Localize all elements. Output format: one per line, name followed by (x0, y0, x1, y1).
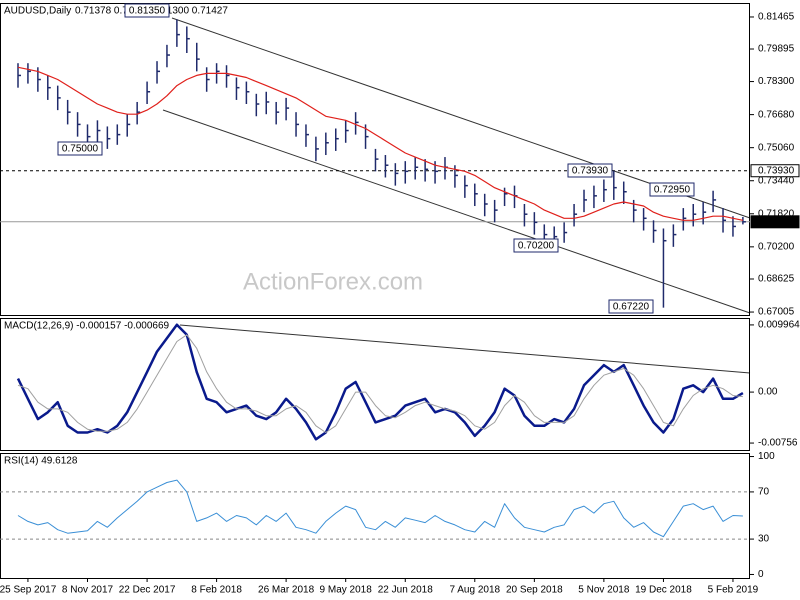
x-tick-label: 7 Aug 2018 (449, 585, 500, 596)
annotation-box (513, 238, 559, 253)
x-tick-label: 5 Feb 2019 (708, 585, 759, 596)
annotation-box (567, 163, 613, 178)
x-tick-label: 5 Nov 2018 (578, 585, 630, 596)
annotation: 0.73930 (572, 166, 609, 177)
y-tick-label: 0.71820 (758, 208, 795, 219)
y-tick-label: 30 (758, 534, 770, 545)
x-tick-label: 8 Feb 2018 (191, 585, 242, 596)
y-tick-label: 0.78300 (758, 76, 795, 87)
y-tick-label: 0.75060 (758, 142, 795, 153)
y-tick-label: 100 (758, 451, 775, 462)
macd-trendline (179, 324, 751, 374)
price-level-box (750, 164, 800, 178)
annotation: 0.70200 (518, 241, 555, 252)
annotation-box (57, 141, 103, 156)
annotation-box (124, 3, 170, 18)
x-tick-label: 9 May 2018 (320, 585, 373, 596)
price-level-box (750, 215, 800, 229)
y-tick-label: 0.009964 (758, 320, 800, 331)
watermark: ActionForex.com (243, 268, 423, 295)
x-tick-label: 22 Jun 2018 (378, 585, 433, 596)
y-tick-label: 0.70200 (758, 241, 795, 252)
panel-title: MACD(12,26,9) -0.000157 -0.000669 (4, 321, 170, 332)
y-tick-label: 0.67005 (758, 307, 795, 318)
x-tick-label: 19 Dec 2018 (635, 585, 692, 596)
series-line (17, 334, 743, 433)
annotation-box (608, 299, 654, 314)
panel-frame (0, 3, 750, 316)
annotation: 0.81350 (129, 6, 166, 17)
series-line (16, 323, 744, 441)
x-tick-label: 8 Nov 2017 (62, 585, 114, 596)
price-level-label: 0.73930 (758, 165, 795, 176)
annotation: 0.67220 (613, 302, 650, 313)
annotation: 0.75000 (62, 144, 99, 155)
panel-frame (0, 318, 750, 451)
y-tick-label: 0 (758, 569, 764, 580)
channel-lower (162, 109, 751, 314)
y-tick-label: 0.81465 (758, 12, 795, 23)
annotation: 0.72950 (654, 185, 691, 196)
y-tick-label: 70 (758, 487, 770, 498)
panel-title: RSI(14) 49.6128 (4, 456, 78, 467)
y-tick-label: -0.00756 (758, 438, 798, 449)
x-tick-label: 20 Sep 2018 (506, 585, 563, 596)
y-tick-label: 0.79895 (758, 44, 795, 55)
panel-frame (0, 453, 750, 579)
annotation-box (649, 182, 695, 197)
y-tick-label: 0.00 (758, 387, 778, 398)
panel-title: AUDUSD,Daily (4, 6, 71, 17)
y-tick-label: 0.68625 (758, 274, 795, 285)
y-tick-label: 0.73440 (758, 175, 795, 186)
y-tick-label: 0.76680 (758, 109, 795, 120)
series-line (17, 66, 744, 221)
x-tick-label: 22 Dec 2017 (119, 585, 176, 596)
series-line (17, 479, 743, 538)
price-level-label: 0.71427 (758, 216, 795, 227)
x-tick-label: 25 Sep 2017 (0, 585, 57, 596)
x-tick-label: 26 Mar 2018 (258, 585, 315, 596)
